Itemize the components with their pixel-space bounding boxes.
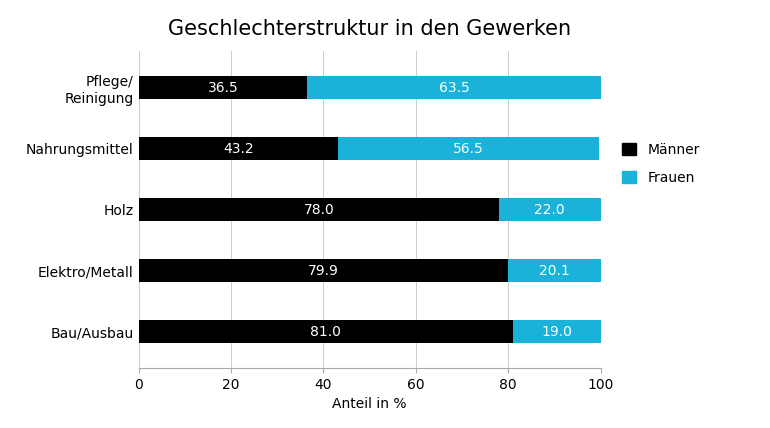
Bar (507, 259, 601, 282)
Bar (499, 198, 601, 221)
Text: 63.5: 63.5 (439, 81, 469, 95)
Bar (338, 137, 599, 160)
Text: 81.0: 81.0 (310, 324, 341, 339)
Text: 22.0: 22.0 (534, 203, 565, 217)
Text: 79.9: 79.9 (308, 264, 339, 278)
Bar (139, 137, 338, 160)
Text: 78.0: 78.0 (303, 203, 334, 217)
Bar (139, 259, 507, 282)
Bar (139, 76, 307, 99)
Text: 56.5: 56.5 (454, 142, 484, 156)
X-axis label: Anteil in %: Anteil in % (333, 397, 407, 411)
Bar (139, 320, 513, 343)
Text: 36.5: 36.5 (208, 81, 238, 95)
Text: 43.2: 43.2 (223, 142, 253, 156)
Text: 20.1: 20.1 (539, 264, 570, 278)
Text: 19.0: 19.0 (541, 324, 572, 339)
Bar (513, 320, 601, 343)
Title: Geschlechterstruktur in den Gewerken: Geschlechterstruktur in den Gewerken (168, 19, 571, 39)
Bar (307, 76, 601, 99)
Legend: Männer, Frauen: Männer, Frauen (617, 137, 705, 190)
Bar (139, 198, 499, 221)
